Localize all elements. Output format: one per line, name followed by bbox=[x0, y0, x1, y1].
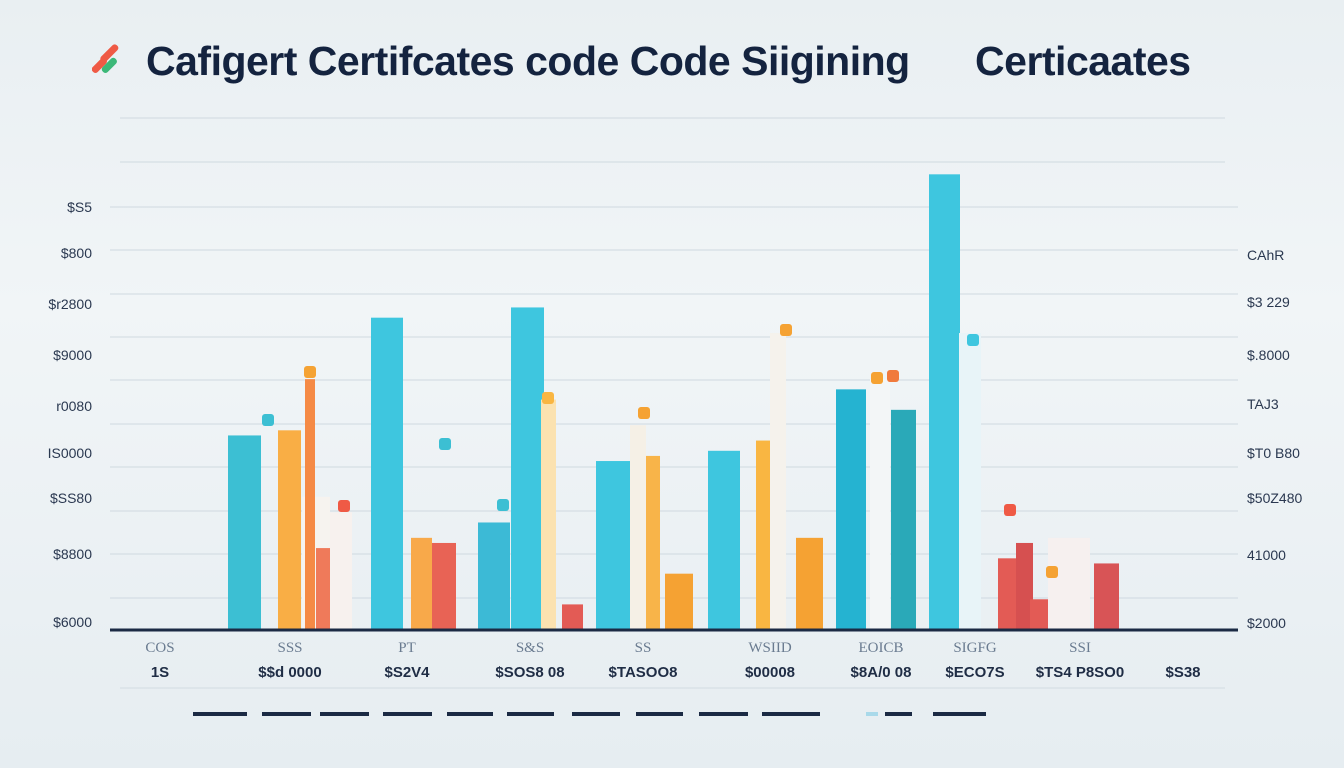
bar-marker bbox=[967, 334, 979, 346]
category-label-top: PT bbox=[398, 640, 416, 656]
bar bbox=[596, 461, 631, 630]
bar bbox=[1016, 542, 1033, 630]
bar-marker bbox=[887, 370, 899, 382]
y-tick-label-right: $T0 B80 bbox=[1247, 445, 1300, 461]
category-label-bottom: $00008 bbox=[744, 664, 796, 681]
bar bbox=[870, 379, 890, 630]
category-label-bottom: $TASOO8 bbox=[608, 664, 678, 681]
category-label-top: SS bbox=[634, 640, 652, 656]
bar bbox=[646, 455, 660, 630]
category-label-bottom: $SOS8 08 bbox=[495, 664, 565, 681]
bar bbox=[305, 379, 315, 630]
category-label-top: WSIID bbox=[748, 640, 792, 656]
y-tick-label-right: $2000 bbox=[1247, 615, 1286, 631]
y-tick-label-left: $6000 bbox=[53, 614, 92, 630]
category-label-bottom: $TS4 P8SO0 bbox=[1035, 664, 1125, 681]
bar bbox=[796, 537, 823, 630]
category-label-bottom: $S38 bbox=[1165, 664, 1201, 681]
brand-stripes-icon bbox=[91, 44, 128, 78]
category-label-bottom: 1S bbox=[150, 664, 170, 681]
y-tick-label-left: $8800 bbox=[53, 546, 92, 562]
y-tick-label-left: $S5 bbox=[67, 199, 92, 215]
bar bbox=[478, 522, 510, 630]
y-tick-label-right: $.8000 bbox=[1247, 347, 1290, 363]
bar bbox=[891, 409, 916, 630]
y-tick-label-right: $3 229 bbox=[1247, 294, 1290, 310]
bar bbox=[278, 430, 301, 630]
bar-marker bbox=[1004, 504, 1016, 516]
y-tick-label-right: CAhR bbox=[1247, 247, 1285, 263]
category-label-top: EOICB bbox=[858, 640, 904, 656]
category-label-top: S&S bbox=[515, 640, 545, 656]
bar bbox=[511, 307, 544, 630]
bar-marker bbox=[439, 438, 451, 450]
category-label-bottom: $S2V4 bbox=[384, 664, 430, 681]
bar bbox=[998, 558, 1016, 630]
bar bbox=[1094, 563, 1119, 630]
bar-marker bbox=[304, 366, 316, 378]
bar bbox=[1048, 537, 1090, 630]
bar bbox=[665, 573, 693, 630]
y-tick-label-right: TAJ3 bbox=[1247, 396, 1279, 412]
bar-marker bbox=[1046, 566, 1058, 578]
bar-marker bbox=[638, 407, 650, 419]
category-label-bottom: $8A/0 08 bbox=[850, 664, 912, 681]
category-label-top: SIGFG bbox=[953, 640, 997, 656]
bar-marker bbox=[542, 392, 554, 404]
category-label-top: COS bbox=[145, 640, 175, 656]
bar bbox=[228, 435, 261, 630]
bar bbox=[330, 512, 352, 630]
y-tick-label-left: r0080 bbox=[56, 398, 92, 414]
bar bbox=[770, 333, 786, 630]
bar-marker bbox=[338, 500, 350, 512]
bar-marker bbox=[497, 499, 509, 511]
y-tick-label-right: 41000 bbox=[1247, 547, 1286, 563]
category-label-top: SSS bbox=[277, 640, 303, 656]
category-label-bottom: $$d 0000 bbox=[258, 664, 322, 681]
bar bbox=[411, 537, 432, 630]
y-tick-label-right: $50Z480 bbox=[1247, 490, 1303, 506]
bar bbox=[432, 542, 456, 630]
bar-marker bbox=[262, 414, 274, 426]
chart-title: Cafigert Certifcates code Code Siigining… bbox=[146, 38, 1191, 84]
bar-marker bbox=[780, 324, 792, 336]
bar bbox=[708, 450, 740, 630]
bar bbox=[541, 399, 556, 630]
category-label-top: SSI bbox=[1069, 640, 1091, 656]
y-tick-label-left: IS0000 bbox=[47, 445, 92, 461]
bar bbox=[371, 317, 403, 630]
y-tick-label-left: $r2800 bbox=[48, 296, 92, 312]
bar bbox=[929, 174, 960, 630]
y-tick-label-left: $800 bbox=[60, 245, 92, 261]
bar bbox=[959, 333, 981, 630]
y-tick-label-left: $9000 bbox=[53, 347, 92, 363]
bar-marker bbox=[871, 372, 883, 384]
bar bbox=[562, 604, 583, 630]
y-tick-label-left: $SS80 bbox=[49, 490, 92, 506]
bar bbox=[630, 425, 646, 630]
bar bbox=[836, 389, 866, 630]
category-label-bottom: $ECO7S bbox=[945, 664, 1005, 681]
